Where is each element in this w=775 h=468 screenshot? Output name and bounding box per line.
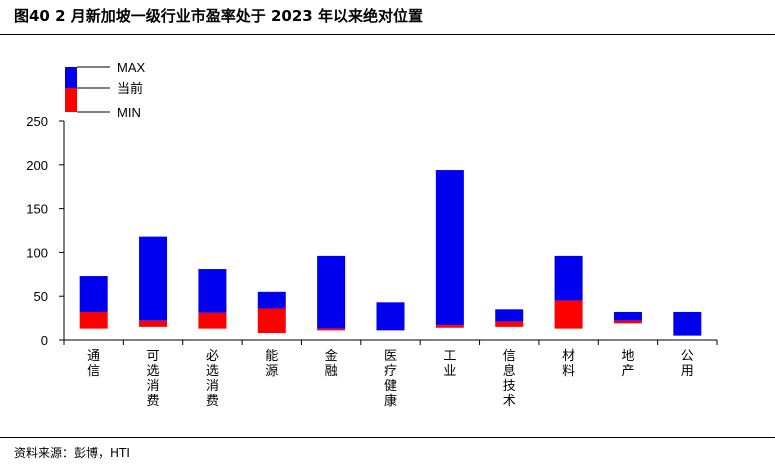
x-tick-label: 可选消费 xyxy=(147,348,160,408)
y-tick-label: 0 xyxy=(41,333,48,348)
x-tick-label: 必选消费 xyxy=(206,348,219,408)
x-axis: 通信 可选消费 必选消费 能源 金融 医疗健康 工业 信息技术 材料 地产 公用 xyxy=(63,339,718,408)
legend-min-label: MIN xyxy=(117,105,141,120)
legend-current-label: 当前 xyxy=(117,81,143,96)
bar-max-segment xyxy=(613,311,642,321)
x-tick-label: 金融 xyxy=(325,348,338,378)
x-tick-label: 医疗健康 xyxy=(384,348,397,408)
figure-title: 图40 2 月新加坡一级行业市盈率处于 2023 年以来绝对位置 xyxy=(14,7,423,25)
bar-max-segment xyxy=(673,311,702,336)
x-tick-label: 工业 xyxy=(443,348,456,378)
chart-legend: MAX 当前 MIN xyxy=(65,60,146,120)
y-tick-label: 50 xyxy=(34,289,48,304)
source-rule xyxy=(0,437,775,438)
bar-max-segment xyxy=(495,309,524,322)
legend-max-swatch xyxy=(65,67,77,88)
x-tick-label: 信息技术 xyxy=(503,348,516,408)
bar-max-segment xyxy=(198,269,227,313)
bar-current-segment xyxy=(495,321,524,327)
bar-current-segment xyxy=(613,320,642,324)
bar-current-segment xyxy=(435,325,464,328)
title-rule xyxy=(0,34,775,35)
y-tick-label: 200 xyxy=(26,158,48,173)
bar-max-segment xyxy=(376,302,405,331)
bar-current-segment xyxy=(554,300,583,329)
bar-current-segment xyxy=(257,308,286,333)
y-tick-label: 100 xyxy=(26,245,48,260)
x-tick-label: 地产 xyxy=(621,348,634,378)
x-tick-label: 公用 xyxy=(681,348,694,378)
x-tick-label: 材料 xyxy=(562,348,575,378)
bar-current-segment xyxy=(198,312,227,329)
bar-current-segment xyxy=(79,311,108,329)
bar-max-segment xyxy=(317,255,346,329)
chart-bars xyxy=(79,170,702,336)
bar-max-segment xyxy=(435,170,464,326)
bar-max-segment xyxy=(139,236,168,321)
source-note: 资料来源：彭博，HTI xyxy=(14,446,130,460)
x-tick-label: 能源 xyxy=(265,348,278,378)
legend-current-swatch xyxy=(65,88,77,112)
bar-max-segment xyxy=(79,276,108,312)
legend-max-label: MAX xyxy=(117,60,146,75)
bar-max-segment xyxy=(554,255,583,301)
y-axis: 0 50 100 150 200 250 xyxy=(26,114,65,348)
bar-current-segment xyxy=(317,328,346,331)
x-tick-label: 通信 xyxy=(87,348,100,378)
bar-current-segment xyxy=(139,320,168,327)
bar-max-segment xyxy=(257,291,286,309)
y-tick-label: 150 xyxy=(26,202,48,217)
y-tick-label: 250 xyxy=(26,114,48,129)
